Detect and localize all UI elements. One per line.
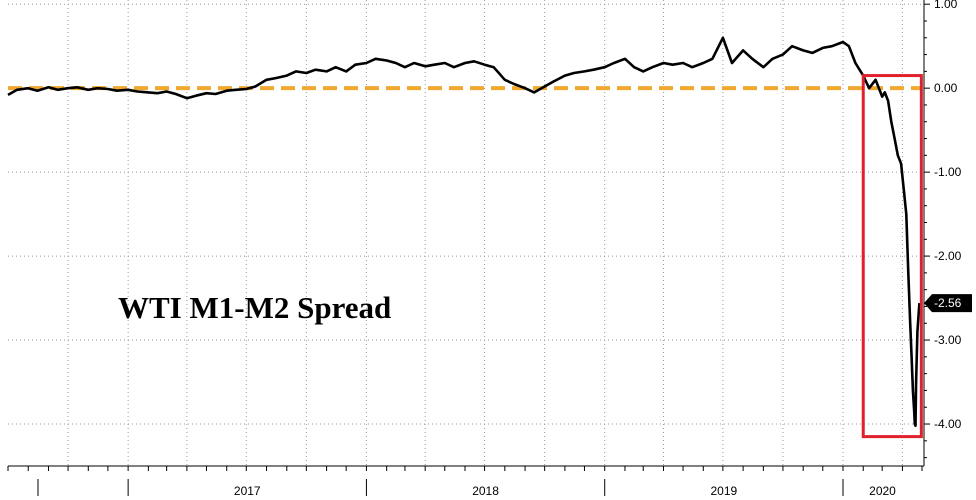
y-tick-label: 1.00: [934, 0, 958, 11]
y-tick-label: 0.00: [934, 81, 958, 95]
x-axis: 2017 2018 2019 2020: [7, 465, 924, 498]
last-value-marker: -2.56: [924, 294, 972, 313]
last-value-badge: [924, 294, 972, 313]
x-tick-label: 2017: [234, 484, 261, 498]
y-tick-label: -4.00: [934, 417, 962, 431]
y-tick-label: -2.00: [934, 249, 962, 263]
last-value-label: -2.56: [934, 296, 962, 310]
x-tick-label: 2018: [472, 484, 499, 498]
horizontal-gridlines: [8, 3, 922, 425]
spread-series-line: [7, 36, 921, 427]
x-tick-label: 2019: [711, 484, 738, 498]
y-tick-label: -1.00: [934, 165, 962, 179]
vertical-gridlines: [67, 0, 903, 466]
y-tick-label: -3.00: [934, 333, 962, 347]
chart-title: WTI M1-M2 Spread: [118, 290, 391, 325]
x-tick-label: 2020: [869, 484, 896, 498]
highlight-box: [861, 74, 923, 439]
y-axis: 1.00 0.00 -1.00 -2.00 -3.00 -4.00: [923, 0, 962, 466]
